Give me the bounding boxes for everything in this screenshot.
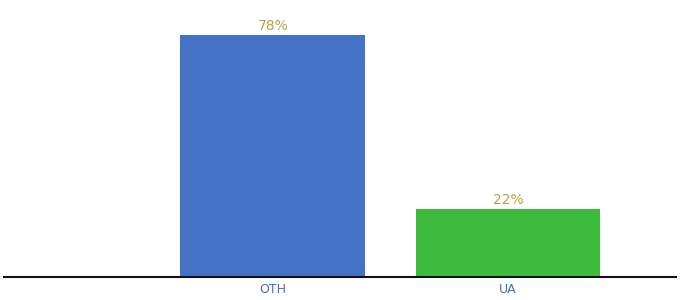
Text: 78%: 78% [258,19,288,33]
Bar [415,209,600,277]
Bar [180,35,365,277]
Text: 22%: 22% [492,193,523,206]
